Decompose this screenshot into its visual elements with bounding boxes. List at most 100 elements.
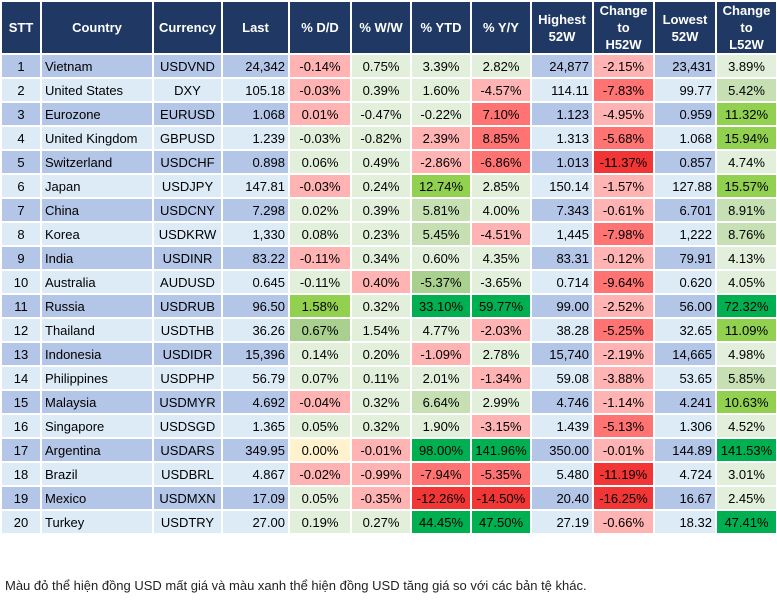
- cell-ch-high: -5.13%: [592, 413, 655, 439]
- cell-low: 18.32: [653, 509, 717, 535]
- cell-dd: 0.08%: [288, 221, 352, 247]
- table-row: 20 Turkey USDTRY 27.00 0.19% 0.27% 44.45% 47.50…: [0, 509, 777, 535]
- cell-country: Singapore: [40, 413, 154, 439]
- cell-ytd: 6.64%: [410, 389, 472, 415]
- cell-stt: 9: [0, 245, 42, 271]
- cell-currency: USDPHP: [152, 365, 223, 391]
- cell-currency: USDIDR: [152, 341, 223, 367]
- cell-currency: USDVND: [152, 53, 223, 79]
- cell-ww: 0.32%: [350, 389, 412, 415]
- cell-stt: 12: [0, 317, 42, 343]
- cell-stt: 7: [0, 197, 42, 223]
- table-row: 8 Korea USDKRW 1,330 0.08% 0.23% 5.45% -4.51% 1,…: [0, 221, 777, 247]
- cell-ww: 1.54%: [350, 317, 412, 343]
- cell-low: 0.959: [653, 101, 717, 127]
- cell-currency: USDRUB: [152, 293, 223, 319]
- cell-ww: -0.35%: [350, 485, 412, 511]
- cell-low: 1.306: [653, 413, 717, 439]
- header-high: Highest 52W: [530, 0, 594, 55]
- table-row: 13 Indonesia USDIDR 15,396 0.14% 0.20% -1.09% 2…: [0, 341, 777, 367]
- cell-yy: -2.03%: [470, 317, 532, 343]
- cell-ww: 0.23%: [350, 221, 412, 247]
- cell-yy: 7.10%: [470, 101, 532, 127]
- cell-country: India: [40, 245, 154, 271]
- table-row: 18 Brazil USDBRL 4.867 -0.02% -0.99% -7.94% -5.…: [0, 461, 777, 487]
- cell-ch-high: -2.52%: [592, 293, 655, 319]
- cell-dd: 0.14%: [288, 341, 352, 367]
- cell-stt: 20: [0, 509, 42, 535]
- cell-yy: 47.50%: [470, 509, 532, 535]
- cell-low: 4.724: [653, 461, 717, 487]
- cell-currency: USDMXN: [152, 485, 223, 511]
- cell-dd: 0.06%: [288, 149, 352, 175]
- cell-low: 79.91: [653, 245, 717, 271]
- cell-ytd: 33.10%: [410, 293, 472, 319]
- header-yy: % Y/Y: [470, 0, 532, 55]
- header-ww: % W/W: [350, 0, 412, 55]
- header-row: STT Country Currency Last% D/D% W/W% YTD% Y…: [0, 0, 777, 55]
- header-currency: Currency: [152, 0, 223, 55]
- cell-ytd: 5.81%: [410, 197, 472, 223]
- cell-ww: 0.32%: [350, 413, 412, 439]
- cell-country: Switzerland: [40, 149, 154, 175]
- cell-low: 1.068: [653, 125, 717, 151]
- cell-last: 7.298: [221, 197, 290, 223]
- cell-currency: USDJPY: [152, 173, 223, 199]
- cell-high: 99.00: [530, 293, 594, 319]
- table-row: 3 Eurozone EURUSD 1.068 0.01% -0.47% -0.22% 7.1…: [0, 101, 777, 127]
- table-row: 11 Russia USDRUB 96.50 1.58% 0.32% 33.10% 59.77…: [0, 293, 777, 319]
- cell-currency: USDTHB: [152, 317, 223, 343]
- header-dd: % D/D: [288, 0, 352, 55]
- cell-last: 83.22: [221, 245, 290, 271]
- cell-ch-low: 5.85%: [715, 365, 777, 391]
- cell-ytd: 2.01%: [410, 365, 472, 391]
- cell-dd: -0.03%: [288, 125, 352, 151]
- cell-country: Korea: [40, 221, 154, 247]
- table-row: 14 Philippines USDPHP 56.79 0.07% 0.11% 2.01% -…: [0, 365, 777, 391]
- cell-stt: 11: [0, 293, 42, 319]
- cell-stt: 15: [0, 389, 42, 415]
- cell-last: 349.95: [221, 437, 290, 463]
- cell-last: 4.867: [221, 461, 290, 487]
- cell-yy: 2.85%: [470, 173, 532, 199]
- cell-high: 83.31: [530, 245, 594, 271]
- cell-ch-high: -0.66%: [592, 509, 655, 535]
- cell-high: 1,445: [530, 221, 594, 247]
- cell-ytd: 44.45%: [410, 509, 472, 535]
- header-ytd: % YTD: [410, 0, 472, 55]
- cell-ytd: 1.90%: [410, 413, 472, 439]
- cell-stt: 13: [0, 341, 42, 367]
- cell-stt: 19: [0, 485, 42, 511]
- cell-ch-high: -4.95%: [592, 101, 655, 127]
- cell-ytd: 1.60%: [410, 77, 472, 103]
- header-stt: STT: [0, 0, 42, 55]
- cell-country: Turkey: [40, 509, 154, 535]
- cell-ch-low: 11.32%: [715, 101, 777, 127]
- cell-dd: -0.03%: [288, 173, 352, 199]
- cell-ch-high: -0.61%: [592, 197, 655, 223]
- cell-ch-low: 4.05%: [715, 269, 777, 295]
- cell-ch-high: -2.15%: [592, 53, 655, 79]
- cell-ytd: -12.26%: [410, 485, 472, 511]
- cell-ytd: 0.60%: [410, 245, 472, 271]
- cell-currency: USDSGD: [152, 413, 223, 439]
- cell-high: 4.746: [530, 389, 594, 415]
- cell-ch-high: -11.19%: [592, 461, 655, 487]
- cell-stt: 16: [0, 413, 42, 439]
- cell-ww: -0.82%: [350, 125, 412, 151]
- cell-yy: 59.77%: [470, 293, 532, 319]
- cell-yy: -4.57%: [470, 77, 532, 103]
- cell-yy: 141.96%: [470, 437, 532, 463]
- table-row: 12 Thailand USDTHB 36.26 0.67% 1.54% 4.77% -2.0…: [0, 317, 777, 343]
- cell-low: 16.67: [653, 485, 717, 511]
- cell-ytd: -1.09%: [410, 341, 472, 367]
- cell-country: China: [40, 197, 154, 223]
- cell-dd: 0.19%: [288, 509, 352, 535]
- cell-last: 96.50: [221, 293, 290, 319]
- cell-last: 147.81: [221, 173, 290, 199]
- cell-yy: 4.35%: [470, 245, 532, 271]
- cell-high: 7.343: [530, 197, 594, 223]
- cell-ch-high: -7.83%: [592, 77, 655, 103]
- cell-stt: 3: [0, 101, 42, 127]
- cell-ch-high: -5.68%: [592, 125, 655, 151]
